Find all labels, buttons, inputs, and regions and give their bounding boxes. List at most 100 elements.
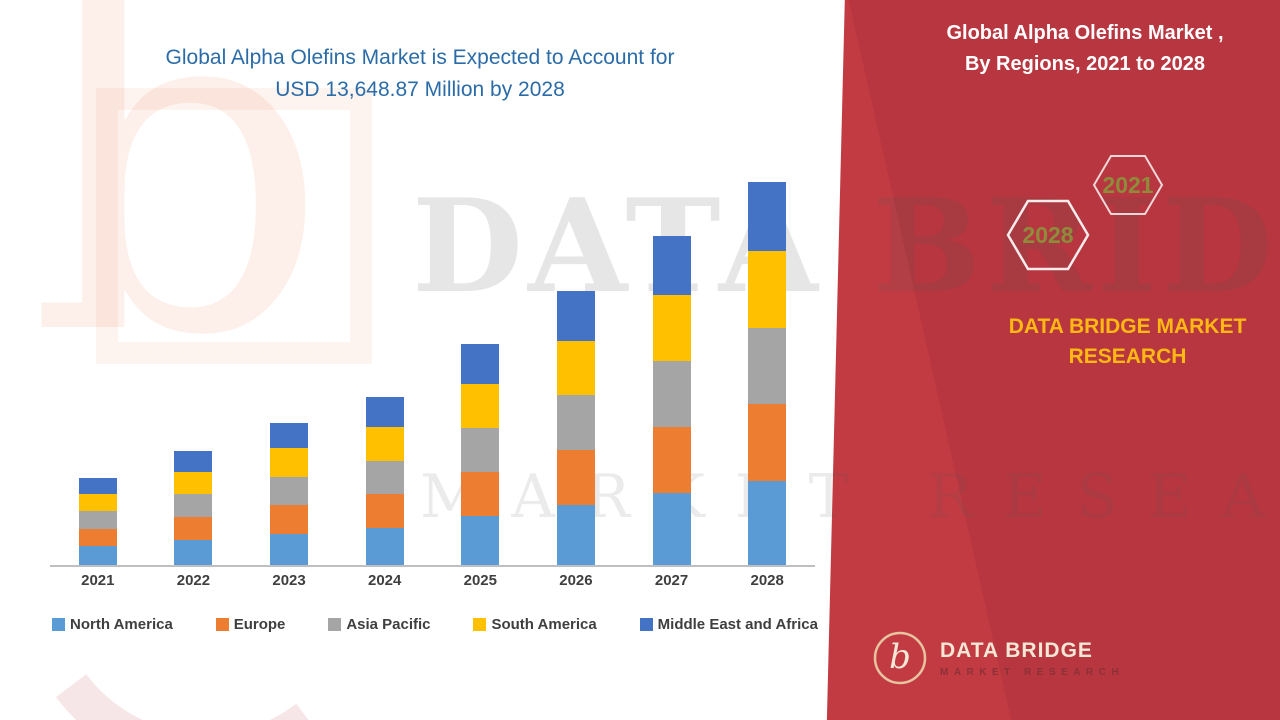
bar-column [433,180,529,565]
bar-segment [556,450,595,505]
bar-segment [270,448,309,477]
bar-segment [748,182,787,252]
bar-segment [270,533,309,565]
x-axis-label: 2026 [559,572,593,589]
hexagon-badges: 2028 2021 [1006,155,1164,271]
x-axis-label: 2025 [463,572,497,589]
footer-logo: b DATA BRIDGE MARKET RESEARCH [872,630,1124,686]
bar-stack-2025 [461,344,500,565]
bar-segment [461,428,500,473]
legend-item: North America [52,616,173,633]
chart-legend: North America Europe Asia Pacific South Ame… [52,616,818,633]
legend-swatch [215,618,229,631]
footer-logo-circle [873,631,927,685]
chart-title-line1: Global Alpha Olefins Market is Expected … [165,46,675,69]
bar-segment [748,480,787,565]
bar-segment [365,396,404,427]
bar-segment [652,236,691,296]
brand-text-line1: DATA BRIDGE MARKET [1008,315,1247,338]
bar-segment [461,344,500,385]
bar-column [337,180,433,565]
side-panel-title: Global Alpha Olefins Market , By Regions… [915,18,1255,80]
legend-item: Europe [215,616,286,633]
x-axis-label: 2024 [368,572,402,589]
bar-stack-2027 [652,236,691,565]
x-axis-label: 2022 [176,572,211,589]
footer-logo-monogram: b [889,637,911,677]
bar-segment [748,327,787,405]
watermark-text-databridge: DATA BRIDGE [412,172,1280,322]
bar-column [241,180,337,565]
bar-segment [652,426,691,493]
footer-logo-subtitle: MARKET RESEARCH [940,666,1125,678]
bar-segment [174,471,213,495]
bar-segment [174,517,213,540]
watermark-square-shape [96,88,372,364]
bar-segment [365,426,404,461]
bar-segment [556,504,595,565]
bar-segment [174,539,213,565]
bar-segment [748,251,787,328]
legend-label: Asia Pacific [346,616,431,633]
side-panel-title-line2: By Regions, 2021 to 2028 [964,53,1206,75]
bar-stack-2023 [270,422,309,565]
bar-stack-2024 [365,396,404,565]
legend-label: South America [491,616,597,633]
legend-swatch [473,618,487,631]
legend-label: North America [70,616,173,633]
bar-segment [78,511,117,529]
bar-stack-2026 [556,291,595,565]
x-axis-label: 2021 [81,572,115,589]
brand-text: DATA BRIDGE MARKET RESEARCH [985,312,1270,372]
bar-segment [652,361,691,427]
legend-label: Europe [233,616,286,633]
bar-segment [78,545,117,565]
bar-segment [174,451,213,472]
bar-segment [365,460,404,495]
bar-segment [78,493,117,512]
watermark-b-monogram: b [28,0,329,438]
bar-segment [270,505,309,534]
side-panel-title-line1: Global Alpha Olefins Market , [946,22,1224,44]
bar-segment [652,492,691,565]
x-axis-label: 2028 [750,572,784,589]
legend-item: Middle East and Africa [639,616,818,633]
footer-logo-text: DATA BRIDGE MARKET RESEARCH [940,639,1124,678]
legend-item: Asia Pacific [328,616,431,633]
bar-column [528,180,624,565]
bar-segment [270,422,309,449]
bar-segment [270,476,309,506]
hexagon-2028-label: 2028 [1022,222,1073,248]
bar-segment [748,404,787,481]
bar-segment [461,516,500,565]
legend-item: South America [473,616,597,633]
bar-segment [556,291,595,341]
bar-segment [78,528,117,546]
bar-stack-2022 [174,451,213,565]
chart-title-line2: USD 13,648.87 Million by 2028 [275,78,565,101]
brand-text-line2: RESEARCH [1068,345,1187,368]
x-axis-labels: 2021 2022 2023 2024 2025 2026 2027 2028 [50,572,815,589]
bar-stack-2028 [748,182,787,565]
x-axis-label: 2027 [654,572,689,589]
bar-segment [461,384,500,429]
bar-column [50,180,146,565]
bar-column [719,180,815,565]
footer-logo-mark: b [873,631,927,685]
legend-swatch [639,618,653,631]
bar-segment [365,494,404,528]
bar-column [624,180,720,565]
footer-logo-name: DATA BRIDGE [940,638,1093,662]
hexagon-2028-outline [1006,199,1090,271]
legend-swatch [328,618,342,631]
bar-segment [174,494,213,518]
hexagon-2021-label: 2021 [1102,172,1153,198]
hexagon-2021-outline [1092,155,1164,215]
plot-area [50,180,815,567]
bar-segment [461,472,500,517]
bar-segment [556,395,595,451]
legend-swatch [52,618,65,631]
legend-label: Middle East and Africa [657,616,818,633]
bar-segment [556,340,595,396]
